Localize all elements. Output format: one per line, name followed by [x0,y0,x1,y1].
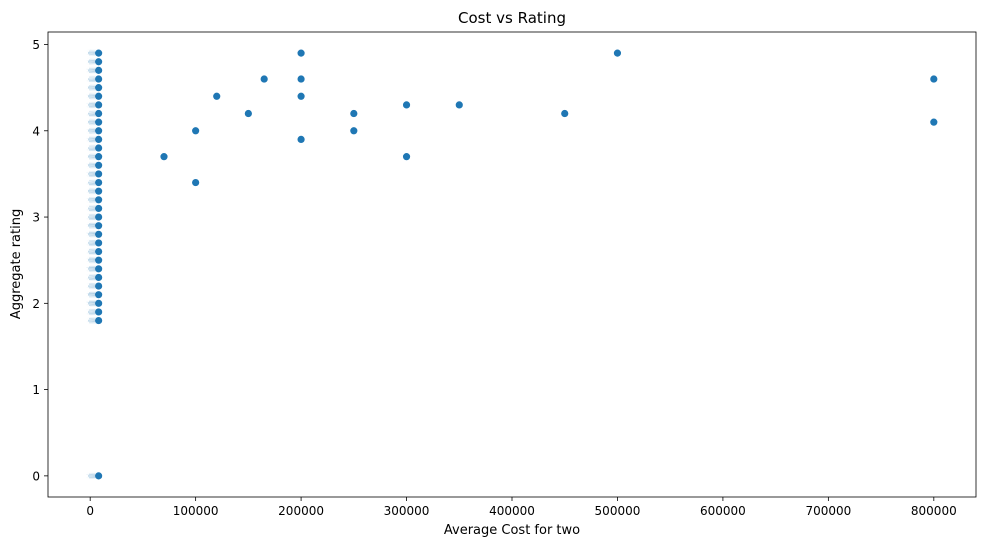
scatter-point [560,109,570,118]
scatter-point [94,83,104,93]
scatter-point [94,169,104,179]
scatter-point [296,135,306,144]
scatter-point [929,117,939,127]
y-tick-label: 0 [32,469,40,483]
x-axis-label: Average Cost for two [444,523,580,538]
x-tick-label: 800000 [911,504,957,518]
scatter-point [929,74,939,84]
x-tick-label: 300000 [384,504,430,518]
x-tick-label: 100000 [173,504,219,518]
x-tick-label: 600000 [700,504,746,518]
y-tick-label: 5 [32,38,40,52]
scatter-point [454,100,464,110]
scatter-point [94,247,104,256]
chart-title: Cost vs Rating [458,9,566,27]
scatter-point [94,316,104,325]
scatter-point [191,178,201,187]
scatter-point [349,126,359,136]
scatter-point [243,109,253,118]
data-points [85,48,939,481]
x-tick-label: 500000 [595,504,641,518]
scatter-point [191,126,201,136]
scatter-point [94,186,104,196]
scatter-point [94,298,104,308]
y-axis-label: Aggregate rating [9,209,24,319]
scatter-point [94,290,104,300]
scatter-point [296,91,306,101]
scatter-point [94,255,104,265]
scatter-point [94,264,104,274]
scatter-point [94,178,104,187]
scatter-point [94,273,104,282]
y-tick-label: 3 [32,211,40,225]
scatter-point [94,143,104,153]
scatter-point [296,74,306,84]
x-axis-ticks: 0 100000 200000 300000 400000 500000 600000 700… [86,497,957,518]
y-tick-label: 4 [32,124,40,138]
scatter-point [94,65,104,75]
scatter-point [94,204,104,213]
scatter-point [94,195,104,205]
x-tick-label: 200000 [278,504,324,518]
scatter-point [94,91,104,101]
scatter-point [94,100,104,110]
x-tick-label: 0 [86,504,94,518]
scatter-point [94,126,104,136]
scatter-point [94,238,104,248]
scatter-point [613,48,622,58]
scatter-point [94,281,104,291]
scatter-point [94,471,104,481]
y-tick-label: 2 [32,297,40,311]
scatter-point [94,221,104,231]
scatter-point [94,152,104,162]
scatter-point [259,74,269,84]
scatter-point [94,307,104,317]
scatter-point [402,152,411,162]
scatter-point [94,109,104,118]
scatter-point [94,160,104,170]
scatter-point [402,100,411,110]
scatter-point [159,152,169,162]
x-tick-label: 400000 [489,504,535,518]
y-tick-label: 1 [32,383,40,397]
scatter-point [212,91,222,101]
y-axis-ticks: 0 1 2 3 4 5 [32,38,48,483]
scatter-point [94,117,104,127]
scatter-point [349,109,359,118]
scatter-point [296,48,306,58]
x-tick-label: 700000 [805,504,851,518]
scatter-point [94,135,104,144]
scatter-point [94,212,104,222]
scatter-point [94,74,104,84]
scatter-point [94,48,104,58]
scatter-point [94,229,104,239]
plot-area [47,31,977,498]
scatter-point [94,57,104,67]
